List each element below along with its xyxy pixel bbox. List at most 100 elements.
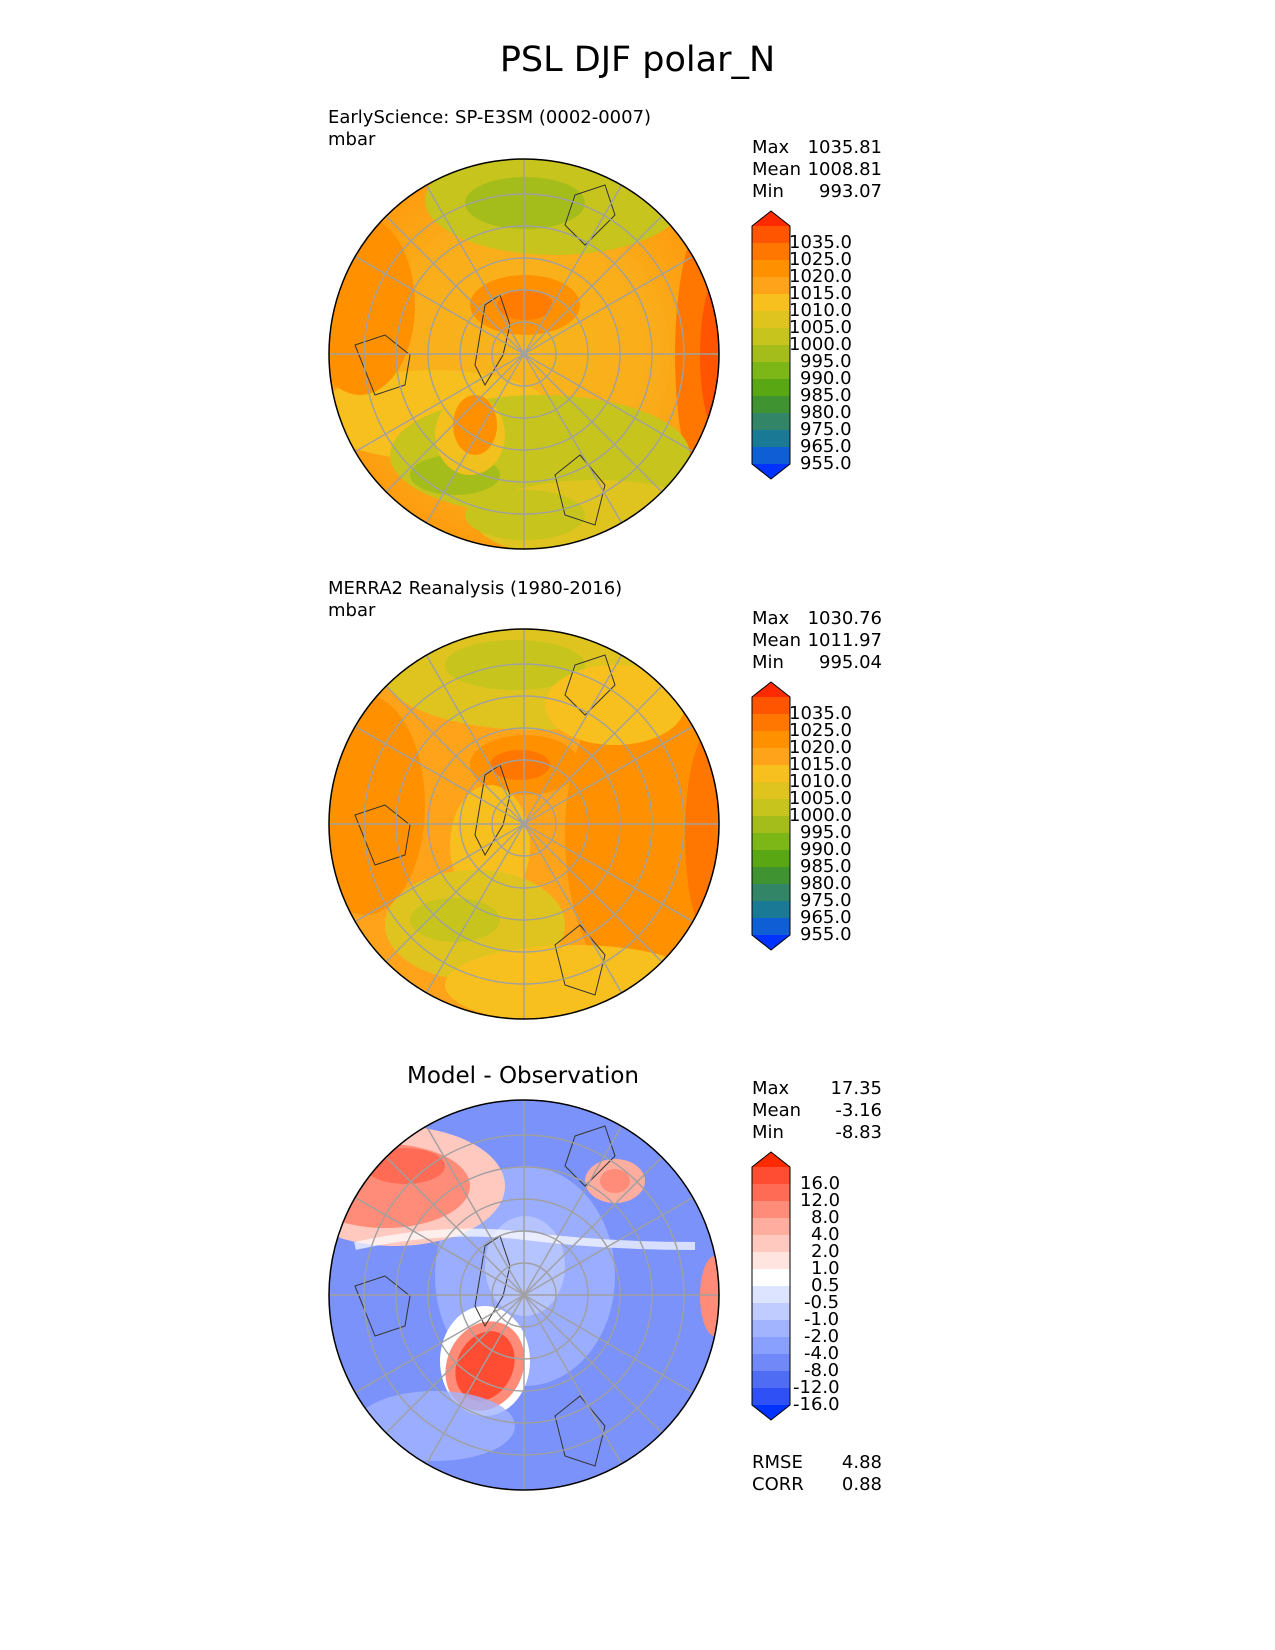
colorbar-segment: [752, 765, 790, 783]
colorbar-segment: [752, 1337, 790, 1355]
colorbar-extend-bottom: [752, 935, 790, 950]
stat-mean: Mean 1008.81: [752, 159, 882, 180]
panel-3-stats: Max 17.35 Mean -3.16 Min -8.83: [752, 1078, 882, 1144]
tick: 1020.0: [789, 266, 852, 287]
panel-1-colorbar: [751, 210, 791, 480]
tick: 980.0: [800, 402, 852, 423]
panel-2-colorbar: [751, 681, 791, 951]
colorbar-segment: [752, 243, 790, 261]
tick: 1035.0: [789, 703, 852, 724]
colorbar-segment: [752, 1167, 790, 1185]
stat-max: Max 17.35: [752, 1078, 882, 1099]
tick: -12.0: [793, 1377, 840, 1398]
tick: 1010.0: [789, 300, 852, 321]
tick: -8.0: [804, 1360, 840, 1381]
tick: 980.0: [800, 873, 852, 894]
panel-3-metrics: RMSE 4.88 CORR 0.88: [752, 1452, 882, 1496]
colorbar-segment: [752, 1303, 790, 1321]
figure-title: PSL DJF polar_N: [499, 40, 776, 80]
tick: 990.0: [800, 368, 852, 389]
colorbar-segment: [752, 884, 790, 902]
tick: 1035.0: [789, 232, 852, 253]
colorbar-extend-top: [752, 682, 790, 697]
tick: 955.0: [800, 453, 852, 474]
colorbar-segment: [752, 277, 790, 295]
panel-1-units: mbar: [328, 129, 376, 150]
colorbar-segment: [752, 1286, 790, 1304]
colorbar-segment: [752, 396, 790, 414]
colorbar-segment: [752, 731, 790, 749]
colorbar-segment: [752, 345, 790, 363]
colorbar-segment: [752, 226, 790, 244]
panel-2-label: MERRA2 Reanalysis (1980-2016) mbar: [328, 578, 622, 622]
tick: 995.0: [800, 351, 852, 372]
tick: 1.0: [811, 1258, 840, 1279]
colorbar-segment: [752, 362, 790, 380]
colorbar-segment: [752, 697, 790, 715]
tick: 955.0: [800, 924, 852, 945]
tick: 985.0: [800, 385, 852, 406]
colorbar-segment: [752, 816, 790, 834]
colorbar-segment: [752, 901, 790, 919]
colorbar-segment: [752, 833, 790, 851]
colorbar-outline: [751, 210, 791, 480]
tick: 985.0: [800, 856, 852, 877]
tick: 965.0: [800, 436, 852, 457]
colorbar-segment: [752, 413, 790, 431]
colorbar-segment: [752, 379, 790, 397]
colorbar-extend-bottom: [752, 1405, 790, 1420]
metric-corr: CORR 0.88: [752, 1474, 882, 1495]
colorbar-segment: [752, 748, 790, 766]
tick: 995.0: [800, 822, 852, 843]
colorbar-segment: [752, 1235, 790, 1253]
stat-max: Max 1030.76: [752, 608, 882, 629]
colorbar-segment: [752, 1388, 790, 1406]
tick: 1015.0: [789, 754, 852, 775]
colorbar-segment: [752, 782, 790, 800]
panel-2-name: MERRA2 Reanalysis (1980-2016): [328, 578, 623, 599]
colorbar-extend-top: [752, 1152, 790, 1167]
tick: 965.0: [800, 907, 852, 928]
colorbar-segment: [752, 799, 790, 817]
colorbar-segment: [752, 430, 790, 448]
panel-1-map: [328, 158, 720, 550]
stat-max: Max 1035.81: [752, 137, 882, 158]
colorbar-outline: [751, 1151, 791, 1421]
colorbar-segment: [752, 918, 790, 936]
colorbar-extend-bottom: [752, 464, 790, 479]
colorbar-extend-top: [752, 211, 790, 226]
tick: -1.0: [804, 1309, 840, 1330]
tick: 1025.0: [789, 249, 852, 270]
panel-2-units: mbar: [328, 600, 376, 621]
stat-min: Min 993.07: [752, 181, 882, 202]
panel-1-label: EarlyScience: SP-E3SM (0002-0007) mbar: [328, 107, 651, 151]
colorbar-segment: [752, 1269, 790, 1287]
colorbar-segment: [752, 1218, 790, 1236]
tick: 1015.0: [789, 283, 852, 304]
metric-rmse: RMSE 4.88: [752, 1452, 882, 1473]
panel-2-stats: Max 1030.76 Mean 1011.97 Min 995.04: [752, 608, 882, 674]
tick: -4.0: [804, 1343, 840, 1364]
colorbar-segment: [752, 1252, 790, 1270]
colorbar-segment: [752, 714, 790, 732]
colorbar-segment: [752, 850, 790, 868]
tick: 8.0: [811, 1207, 840, 1228]
tick: 1020.0: [789, 737, 852, 758]
colorbar-segment: [752, 1320, 790, 1338]
panel-3-colorbar: [751, 1151, 791, 1421]
panel-1-name: EarlyScience: SP-E3SM (0002-0007): [328, 107, 652, 128]
stat-min: Min -8.83: [752, 1122, 882, 1143]
stat-min: Min 995.04: [752, 652, 882, 673]
tick: 975.0: [800, 890, 852, 911]
tick: 990.0: [800, 839, 852, 860]
colorbar-segment: [752, 867, 790, 885]
colorbar-segment: [752, 311, 790, 329]
tick: 4.0: [811, 1224, 840, 1245]
colorbar-segment: [752, 1371, 790, 1389]
panel-3-title: Model - Observation: [406, 1063, 640, 1089]
colorbar-segment: [752, 1184, 790, 1202]
panel-3-map: [328, 1099, 720, 1491]
panel-2-map: [328, 628, 720, 1020]
tick: -0.5: [804, 1292, 840, 1313]
tick: 1000.0: [789, 805, 852, 826]
